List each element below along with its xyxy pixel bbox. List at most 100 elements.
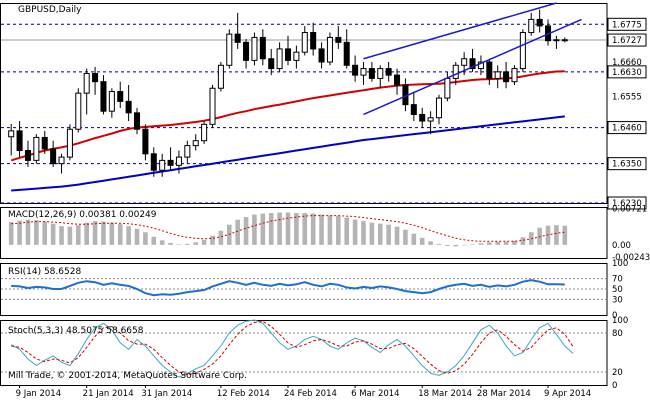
candle[interactable] — [75, 92, 82, 130]
candle[interactable] — [50, 148, 57, 165]
macd-panel[interactable]: 0.00721 0.00 -0.00243 — [0, 204, 650, 263]
channel-lower-line[interactable] — [363, 18, 582, 116]
macd-histogram-bar — [327, 215, 333, 245]
candle[interactable] — [142, 128, 149, 155]
candle[interactable] — [461, 58, 468, 66]
candle[interactable] — [251, 36, 258, 61]
candle[interactable] — [217, 64, 224, 89]
candle[interactable] — [276, 48, 283, 70]
candle[interactable] — [243, 41, 250, 61]
macd-histogram-bar — [84, 222, 89, 245]
candle[interactable] — [150, 153, 157, 171]
price-label-box — [607, 157, 647, 171]
candle[interactable] — [444, 77, 451, 99]
stoch-panel[interactable]: 100 80 20 0 — [0, 316, 629, 391]
candle[interactable] — [201, 123, 208, 142]
candle[interactable] — [284, 48, 292, 61]
candle[interactable] — [343, 41, 350, 66]
candle[interactable] — [385, 68, 392, 76]
candle[interactable] — [511, 68, 518, 83]
macd-histogram-bar — [554, 225, 559, 245]
macd-histogram-bar — [344, 217, 350, 245]
candle[interactable] — [310, 32, 317, 50]
candle[interactable] — [318, 48, 325, 63]
level-label-box — [607, 121, 647, 135]
candle[interactable] — [469, 58, 476, 70]
candle[interactable] — [226, 33, 233, 66]
stoch-tick-label: 80 — [612, 329, 623, 339]
candle[interactable] — [301, 32, 308, 53]
candle[interactable] — [268, 58, 275, 70]
time-axis: 9 Jan 2014 21 Jan 2014 31 Jan 2014 12 Feb 2… — [16, 385, 591, 399]
candle[interactable] — [83, 72, 90, 94]
candle[interactable] — [159, 159, 166, 171]
candle[interactable] — [360, 68, 367, 76]
candle[interactable] — [368, 68, 375, 79]
candle[interactable] — [117, 91, 124, 102]
macd-histogram-bar — [218, 230, 224, 245]
candle[interactable] — [192, 140, 199, 147]
candle[interactable] — [209, 87, 216, 125]
macd-histogram-bar — [277, 212, 282, 245]
candle[interactable] — [519, 32, 526, 70]
macd-histogram-bar — [470, 244, 475, 245]
candle[interactable] — [24, 150, 31, 161]
candle[interactable] — [100, 81, 107, 112]
candle[interactable] — [377, 68, 384, 79]
candle[interactable] — [8, 130, 15, 138]
macd-histogram-bar — [109, 222, 115, 245]
macd-histogram-bar — [411, 233, 417, 245]
candle[interactable] — [234, 33, 241, 43]
candle[interactable] — [259, 36, 266, 60]
macd-histogram-bar — [461, 244, 467, 246]
candle[interactable] — [419, 113, 426, 122]
candle[interactable] — [477, 61, 484, 70]
candle[interactable] — [58, 156, 65, 165]
candle[interactable] — [427, 117, 434, 122]
macd-histogram-bar — [361, 221, 366, 245]
candle[interactable] — [394, 74, 401, 86]
candle[interactable] — [167, 159, 174, 166]
rsi-tick-label: 70 — [612, 275, 623, 285]
candle[interactable] — [175, 156, 182, 166]
candle[interactable] — [435, 97, 443, 119]
macd-histogram-bar — [34, 220, 39, 245]
candle[interactable] — [494, 71, 501, 79]
candle[interactable] — [293, 51, 300, 61]
candle[interactable] — [352, 64, 359, 76]
candle[interactable] — [16, 130, 23, 152]
channel-upper-line[interactable] — [363, 2, 557, 60]
level-label-box — [607, 65, 647, 79]
candle[interactable] — [528, 18, 535, 34]
macd-histogram-bar — [159, 240, 165, 245]
candle[interactable] — [410, 104, 417, 115]
macd-histogram-bar — [453, 244, 459, 247]
candle[interactable] — [553, 39, 560, 42]
stoch-tick-label: 20 — [612, 368, 623, 378]
price-label-box — [607, 17, 647, 31]
candle[interactable] — [335, 36, 342, 43]
candle[interactable] — [66, 128, 73, 158]
candle[interactable] — [184, 145, 191, 158]
price-label-box — [607, 196, 647, 210]
candle[interactable] — [125, 100, 132, 114]
price-panel[interactable]: 1.6775 1.6660 1.6555 1.6350 1.6230 1.6727 1.66… — [0, 2, 647, 210]
macd-histogram-bar — [67, 226, 73, 245]
candle[interactable] — [41, 136, 48, 150]
macd-histogram-bar — [101, 221, 106, 245]
candle[interactable] — [503, 71, 510, 83]
candle[interactable] — [452, 64, 459, 79]
candle[interactable] — [561, 39, 568, 42]
candle[interactable] — [92, 72, 99, 83]
symbol-label: GBPUSD,Daily — [18, 5, 82, 15]
macd-histogram-bar — [495, 241, 501, 245]
macd-histogram-bar — [75, 225, 81, 245]
candle[interactable] — [108, 91, 115, 112]
candle[interactable] — [326, 36, 333, 63]
candle[interactable] — [133, 112, 141, 130]
candle[interactable] — [536, 18, 543, 27]
candle[interactable] — [486, 61, 493, 79]
candle[interactable] — [33, 136, 40, 161]
